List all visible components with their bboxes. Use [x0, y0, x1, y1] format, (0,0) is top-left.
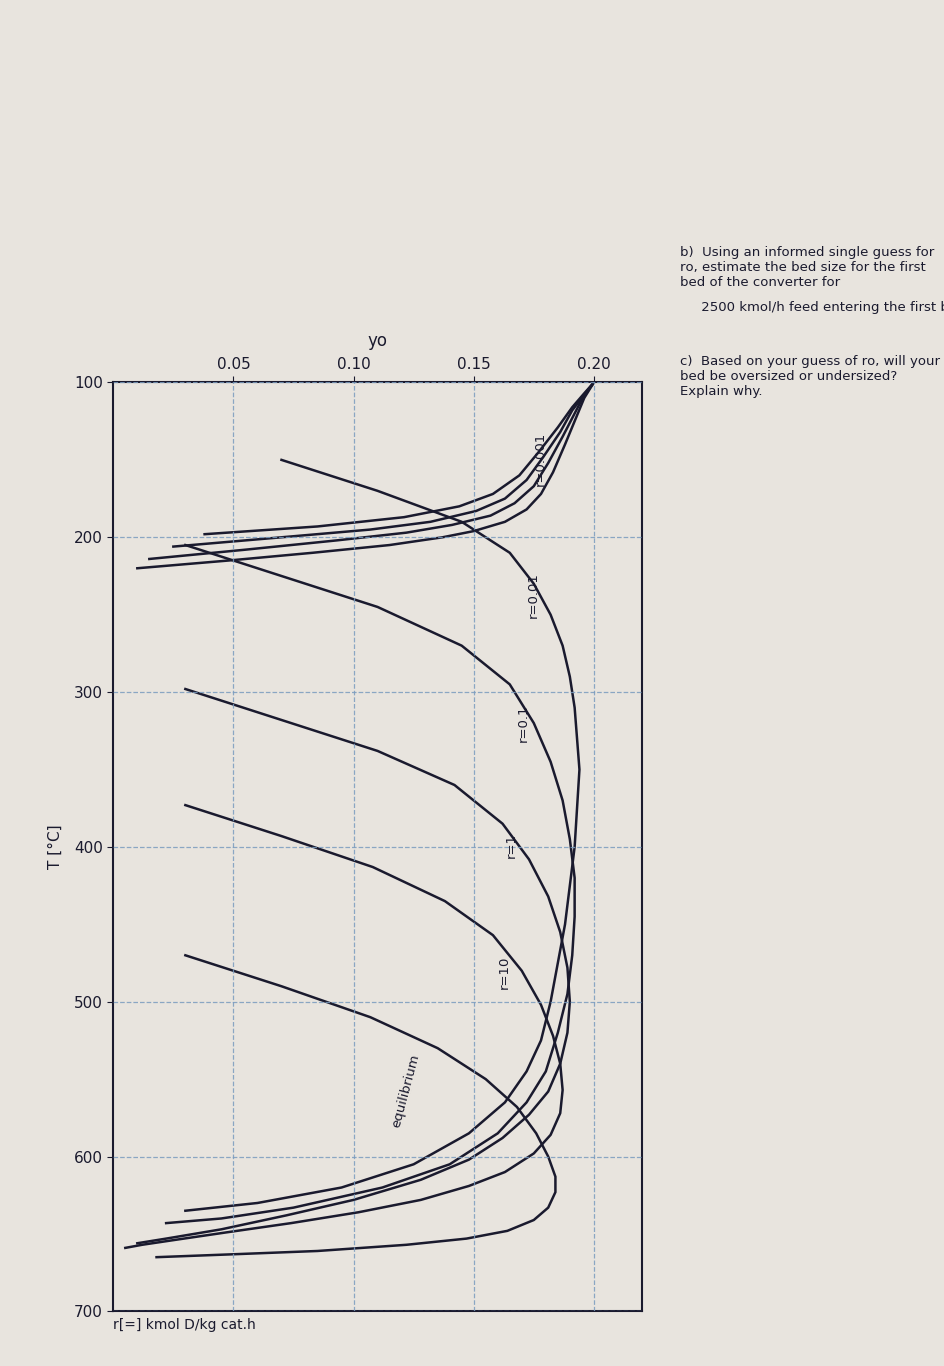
Y-axis label: T [°C]: T [°C]: [48, 825, 62, 869]
Text: r[=] kmol D/kg cat.h: r[=] kmol D/kg cat.h: [113, 1318, 256, 1332]
Text: r=10: r=10: [497, 956, 511, 989]
Text: c)  Based on your guess of rᴏ, will your bed be oversized or undersized? Explain: c) Based on your guess of rᴏ, will your …: [680, 355, 939, 398]
Text: r=0.1: r=0.1: [517, 703, 530, 742]
Text: r=0.01: r=0.01: [527, 572, 540, 617]
Text: r=0.001: r=0.001: [533, 432, 547, 486]
Text: b)  Using an informed single guess for rᴏ, estimate the bed size for the first b: b) Using an informed single guess for rᴏ…: [680, 246, 934, 288]
Text: r=1: r=1: [505, 833, 518, 858]
Text: equilibrium: equilibrium: [390, 1052, 422, 1128]
Text: 2500 kmol/h feed entering the first bed: 2500 kmol/h feed entering the first bed: [680, 301, 944, 314]
X-axis label: yᴏ: yᴏ: [367, 332, 388, 350]
